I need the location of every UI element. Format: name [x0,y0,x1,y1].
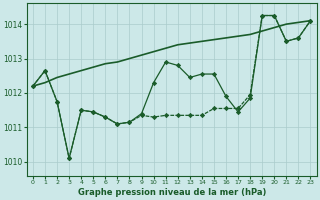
X-axis label: Graphe pression niveau de la mer (hPa): Graphe pression niveau de la mer (hPa) [77,188,266,197]
